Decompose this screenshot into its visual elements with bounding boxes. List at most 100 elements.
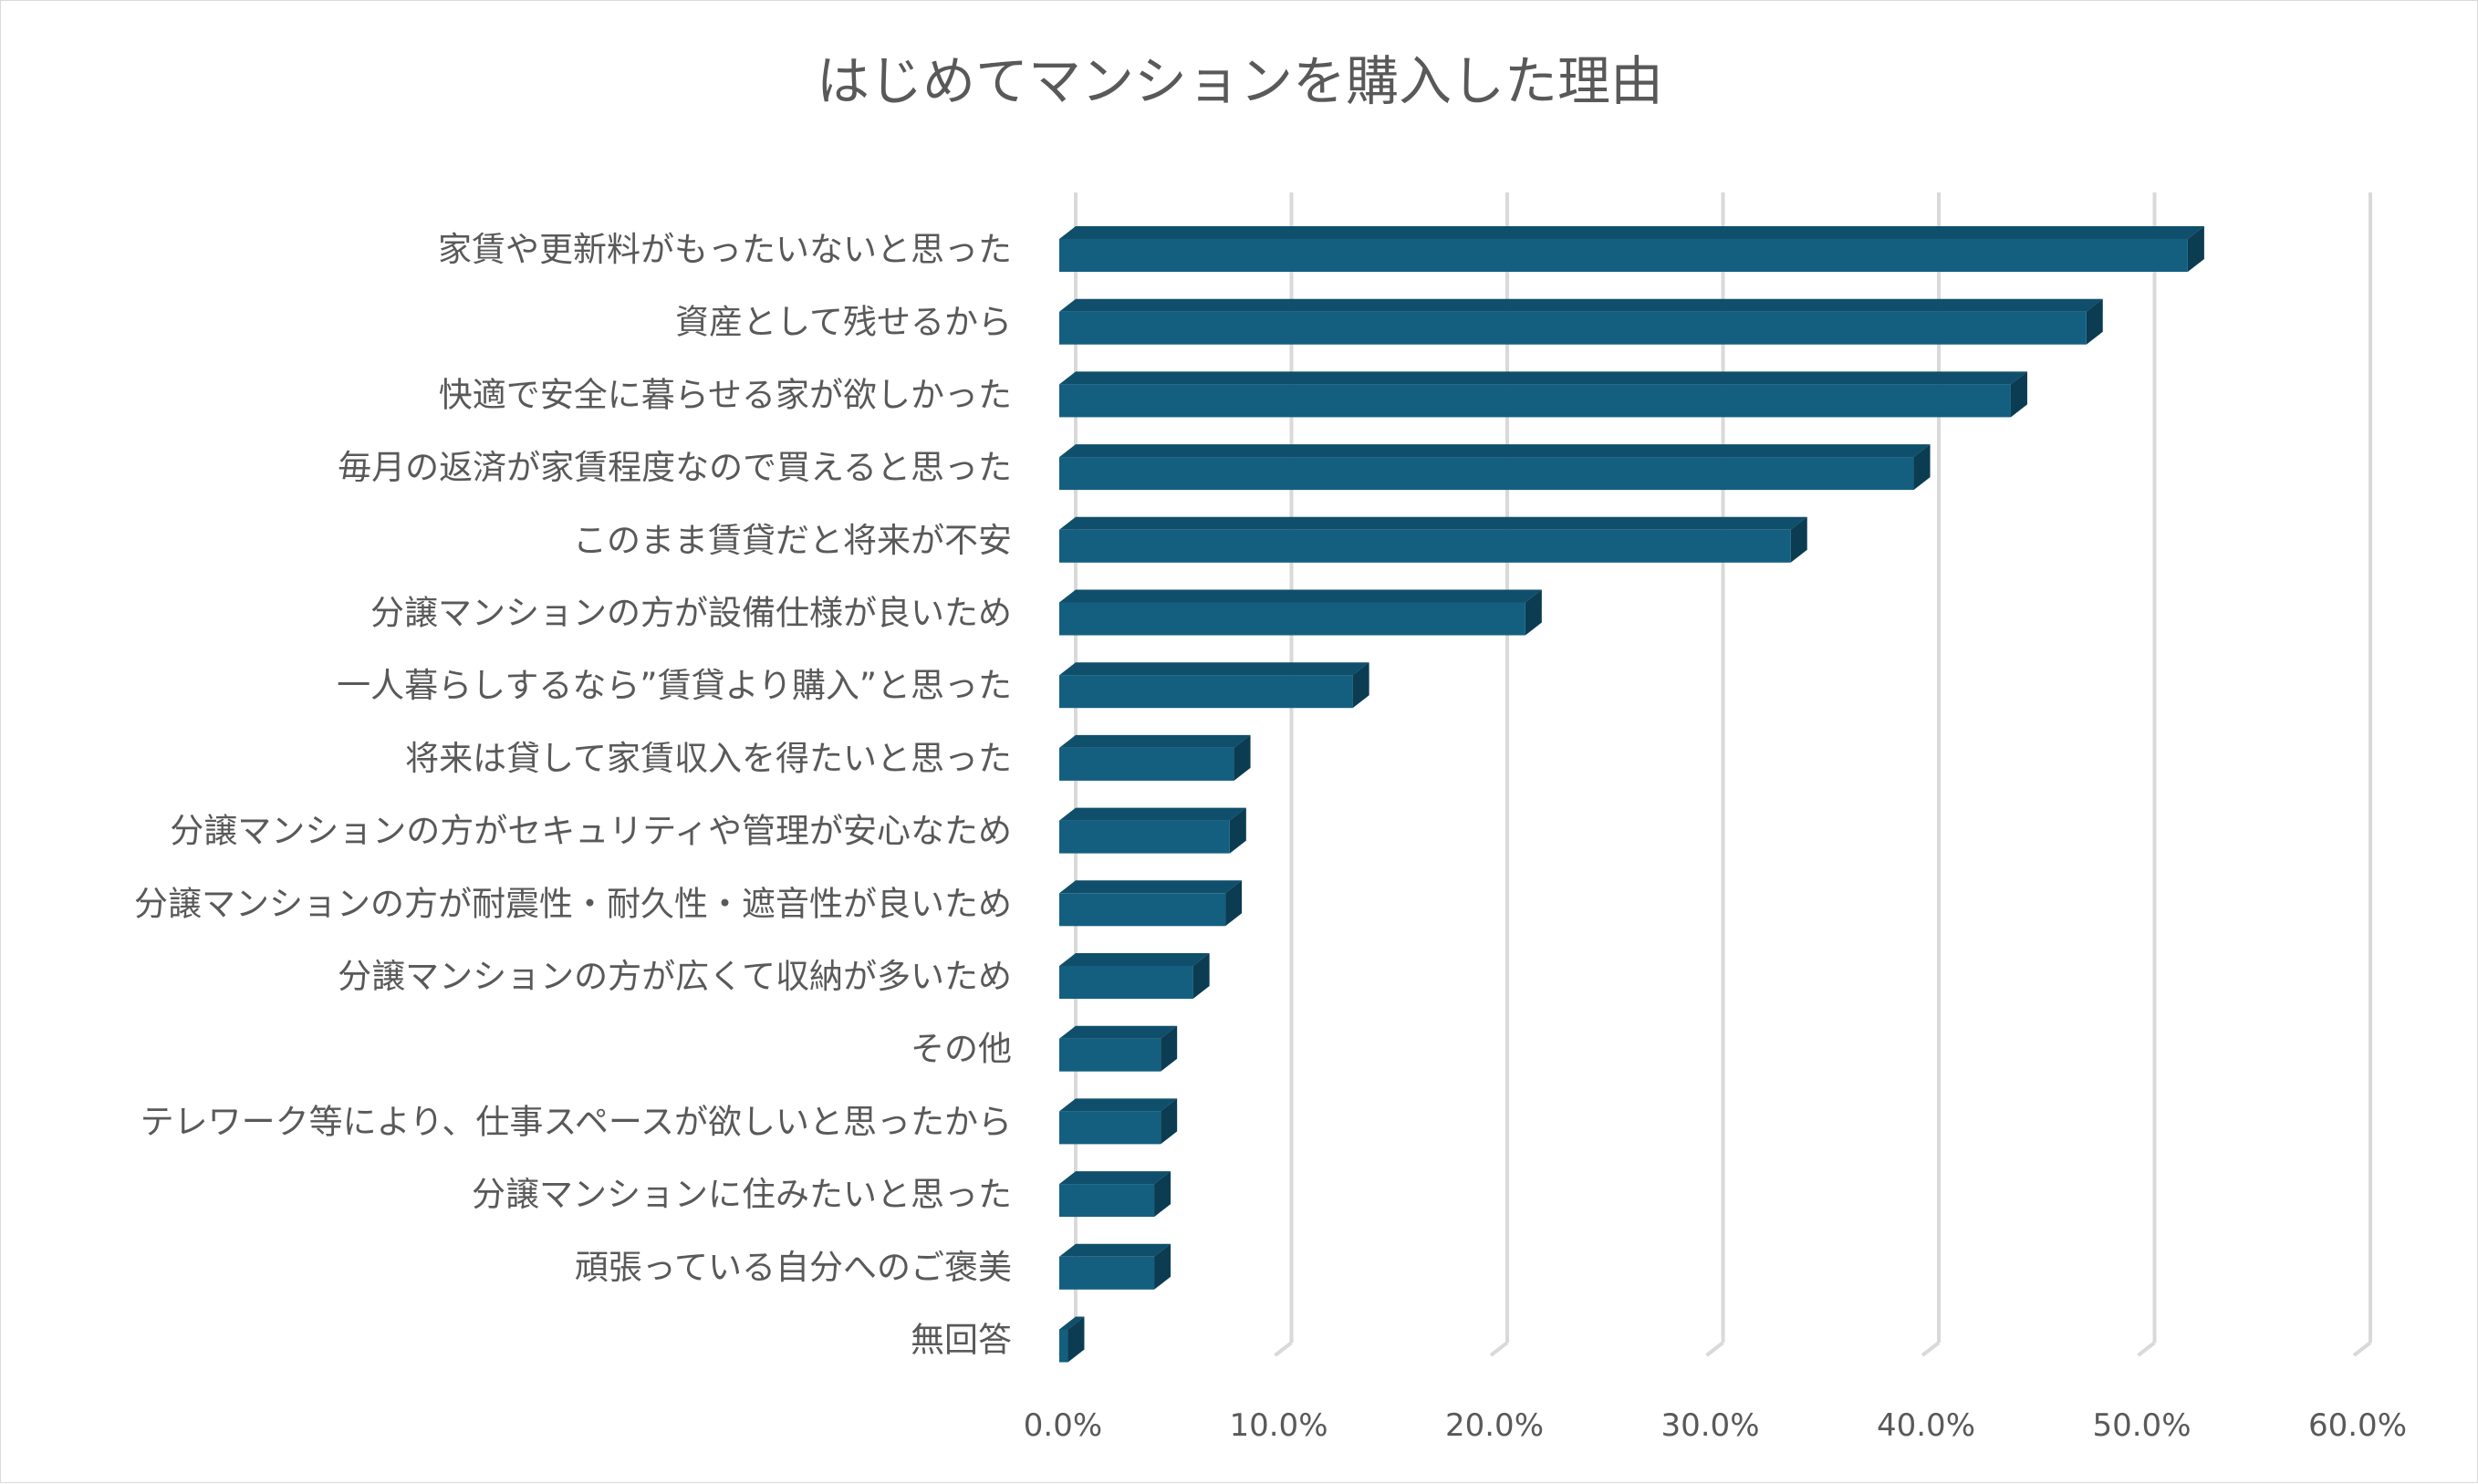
x-tick-label: 10.0% — [1229, 1407, 1328, 1444]
bar-side-face — [2086, 298, 2103, 345]
category-label: 分譲マンションの方が耐震性・耐久性・遮音性が良いため — [134, 884, 1012, 923]
category-label: 快適で安全に暮らせる家が欲しかった — [439, 375, 1012, 414]
bar-front-face — [1059, 966, 1193, 999]
bar-side-face — [2187, 226, 2204, 272]
bar-top-face — [1059, 1025, 1178, 1039]
x-tick-label: 40.0% — [1877, 1407, 1975, 1444]
category-label: 無回答 — [911, 1321, 1012, 1360]
bar-front-face — [1059, 820, 1230, 854]
bar-front-face — [1059, 675, 1353, 709]
bar-front-face — [1059, 457, 1914, 491]
bar — [1059, 226, 2204, 272]
category-label: 一人暮らしするなら”賃貸より購入”と思った — [337, 666, 1012, 705]
bar-top-face — [1059, 1171, 1171, 1185]
category-label: 家賃や更新料がもったいないと思った — [438, 230, 1012, 269]
gridline-base — [2137, 1341, 2156, 1357]
bar-front-face — [1059, 747, 1234, 781]
category-label: 分譲マンションに住みたいと思った — [472, 1175, 1012, 1214]
category-label: その他 — [911, 1030, 1012, 1069]
bar-side-face — [1229, 807, 1246, 854]
x-tick-label: 30.0% — [1661, 1407, 1759, 1444]
bar — [1059, 734, 1251, 781]
bar-side-face — [1790, 516, 1807, 563]
category-label: 分譲マンションの方が広くて収納が多いため — [338, 957, 1012, 996]
bar-top-face — [1059, 371, 2027, 385]
category-label: テレワーク等により、仕事スペースが欲しいと思ったから — [141, 1102, 1012, 1141]
bar — [1059, 1243, 1171, 1290]
bar-front-face — [1059, 1329, 1068, 1363]
bar-top-face — [1059, 226, 2204, 239]
gridline-base — [2352, 1341, 2372, 1357]
bar — [1059, 1316, 1085, 1363]
bar — [1059, 589, 1542, 636]
bar-top-face — [1059, 298, 2103, 312]
bar-side-face — [2010, 371, 2027, 418]
bar-top-face — [1059, 807, 1246, 821]
x-tick-label: 20.0% — [1445, 1407, 1544, 1444]
x-tick-label: 60.0% — [2308, 1407, 2407, 1444]
gridlines — [1057, 192, 2372, 1357]
bar-front-face — [1059, 239, 2188, 272]
bar — [1059, 807, 1246, 854]
x-tick-label: 0.0% — [1024, 1407, 1102, 1444]
bar-side-face — [1192, 953, 1210, 999]
bar-top-face — [1059, 734, 1251, 748]
gridline-base — [1274, 1341, 1293, 1357]
bar-side-face — [1225, 880, 1243, 927]
bar-side-face — [1234, 734, 1251, 781]
gridline-base — [1489, 1341, 1509, 1357]
bar-side-face — [1067, 1316, 1085, 1363]
category-label: 分譲マンションの方が設備仕様が良いため — [370, 594, 1012, 633]
bar — [1059, 880, 1243, 927]
bar-front-face — [1059, 1184, 1155, 1218]
category-labels: 家賃や更新料がもったいないと思った資産として残せるから快適で安全に暮らせる家が欲… — [134, 230, 1012, 1360]
bar-side-face — [1913, 444, 1931, 491]
bar — [1059, 1098, 1178, 1145]
chart-title: はじめてマンションを購入した理由 — [817, 50, 1663, 112]
category-label: 毎月の返済が家賃程度なので買えると思った — [338, 448, 1012, 487]
bar — [1059, 1025, 1178, 1072]
gridline-base — [1921, 1341, 1941, 1357]
bar-top-face — [1059, 516, 1807, 530]
category-label: 資産として残せるから — [675, 303, 1012, 342]
bar — [1059, 371, 2027, 418]
bar-front-face — [1059, 384, 2011, 418]
bar — [1059, 298, 2103, 345]
bar-top-face — [1059, 880, 1243, 894]
bar-side-face — [1161, 1025, 1178, 1072]
bar-front-face — [1059, 1111, 1161, 1145]
bar-front-face — [1059, 311, 2087, 345]
bar-front-face — [1059, 529, 1791, 563]
bar-top-face — [1059, 1098, 1178, 1112]
bar-front-face — [1059, 602, 1525, 636]
bar-front-face — [1059, 893, 1226, 927]
category-label: このまま賃貸だと将来が不安 — [573, 521, 1012, 560]
x-axis-tick-labels: 0.0% 10.0% 20.0% 30.0% 40.0% 50.0% 60.0% — [1024, 1407, 2407, 1444]
bar-top-face — [1059, 589, 1542, 603]
x-tick-label: 50.0% — [2092, 1407, 2191, 1444]
bar-top-face — [1059, 662, 1369, 676]
bars — [1059, 226, 2204, 1363]
bar-side-face — [1161, 1098, 1178, 1145]
bar-front-face — [1059, 1256, 1155, 1290]
bar — [1059, 662, 1369, 709]
gridline-base — [1705, 1341, 1724, 1357]
category-label: 将来は貸して家賃収入を得たいと思った — [405, 739, 1012, 778]
category-label: 頑張っている自分へのご褒美 — [575, 1248, 1012, 1287]
category-label: 分譲マンションの方がセキュリティや管理が安心なため — [170, 812, 1012, 851]
bar-front-face — [1059, 1038, 1161, 1072]
bar — [1059, 1171, 1171, 1218]
bar-side-face — [1154, 1243, 1171, 1290]
bar-top-face — [1059, 953, 1210, 966]
bar-side-face — [1154, 1171, 1171, 1218]
bar-top-face — [1059, 1316, 1085, 1330]
bar — [1059, 444, 1931, 491]
bar-top-face — [1059, 444, 1931, 458]
bar-top-face — [1059, 1243, 1171, 1257]
bar — [1059, 953, 1210, 999]
bar-side-face — [1352, 662, 1369, 709]
bar — [1059, 516, 1807, 563]
bar-side-face — [1525, 589, 1542, 636]
